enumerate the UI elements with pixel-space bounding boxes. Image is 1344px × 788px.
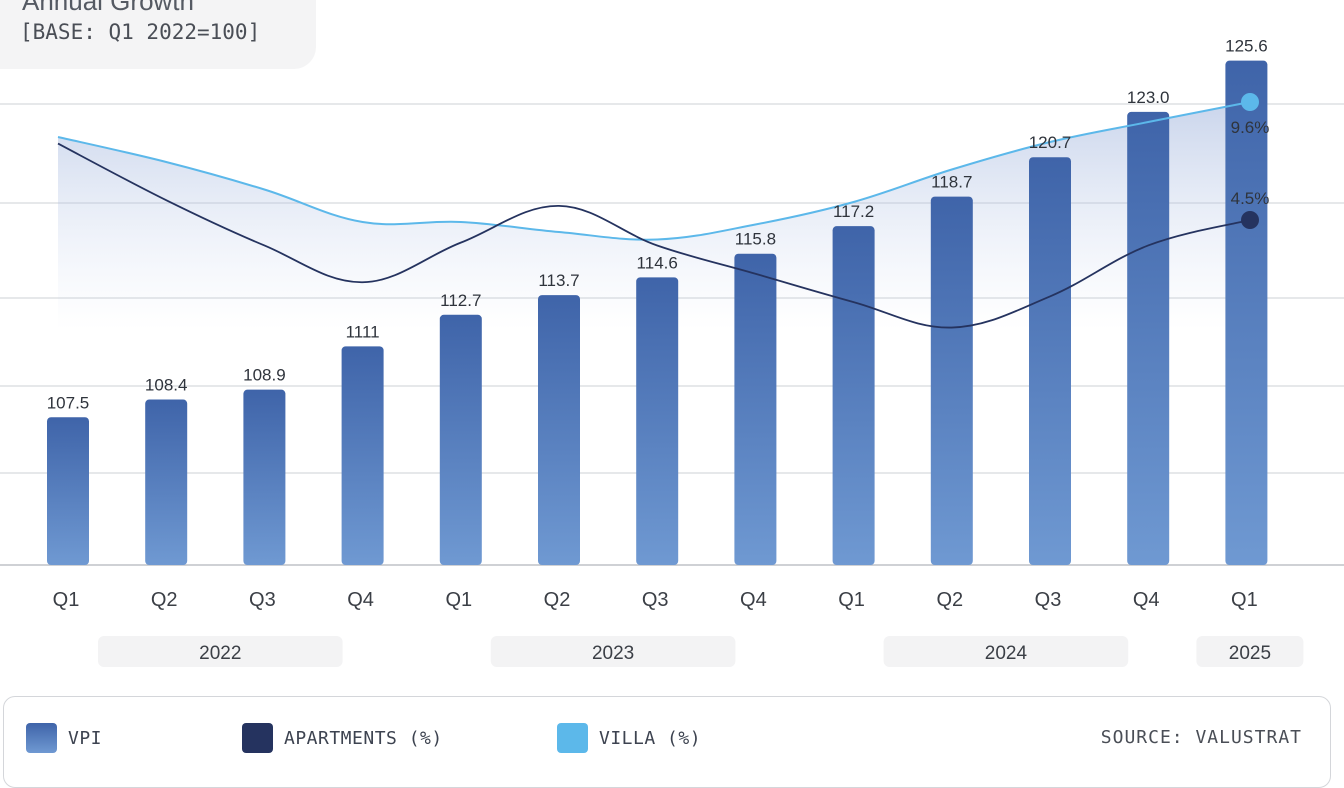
x-tick-label: Q2 — [936, 589, 963, 611]
legend-label-villa: VILLA (%) — [599, 727, 702, 749]
x-tick-label: Q1 — [1231, 589, 1258, 611]
vpi-bar — [243, 389, 286, 565]
legend-item-villa: VILLA (%) — [557, 723, 701, 753]
year-group-label: 2025 — [1229, 643, 1271, 664]
vpi-bar — [1127, 111, 1170, 566]
x-tick-label: Q2 — [544, 589, 571, 611]
vpi-bar — [1029, 157, 1071, 565]
x-tick-label: Q3 — [1035, 589, 1062, 611]
data-labels: 107.5 108.4 108.9 1111 112.7 113.7 114.6 115.8 1… — [47, 37, 1270, 413]
apartments-end-marker — [1241, 211, 1259, 229]
vpi-bar — [439, 314, 482, 565]
apartments-end-label: 4.5% — [1231, 189, 1270, 208]
villa-swatch — [557, 723, 588, 753]
vpi-bar-label: 108.4 — [145, 376, 188, 395]
x-axis: Q1 Q2 Q3 Q4 Q1 Q2 Q3 Q4 Q1 Q2 Q3 Q4 Q1 2022 2023 2024 20… — [53, 589, 1304, 667]
vpi-bar-label: 108.9 — [243, 366, 286, 385]
legend-label-vpi: VPI — [68, 727, 103, 749]
vpi-bars — [47, 60, 1268, 566]
vpi-bar-label: 117.2 — [833, 202, 874, 221]
year-group-pill — [98, 636, 343, 667]
vpi-bar-label: 118.7 — [931, 173, 972, 192]
x-tick-label: Q4 — [347, 589, 374, 611]
vpi-bar — [1225, 60, 1268, 566]
source-label: SOURCE: VALUSTRAT — [1100, 727, 1302, 748]
x-tick-label: Q4 — [740, 589, 767, 611]
year-group-label: 2024 — [985, 643, 1028, 664]
legend-label-apartments: APARTMENTS (%) — [284, 727, 443, 749]
x-tick-label: Q1 — [838, 589, 865, 611]
apartments-swatch — [242, 723, 273, 753]
year-group-pill — [490, 636, 736, 667]
vpi-bar-label: 113.7 — [538, 271, 579, 290]
year-group-label: 2023 — [592, 643, 634, 664]
apartments-line — [57, 142, 1251, 329]
vpi-bar-label: 120.7 — [1029, 133, 1072, 152]
vpi-bar — [47, 417, 89, 565]
legend: VPI APARTMENTS (%) VILLA (%) SOURCE: VAL… — [3, 696, 1331, 788]
vpi-bar — [538, 295, 580, 565]
chart-subtitle: [BASE: Q1 2022=100] — [20, 20, 261, 44]
x-tick-label: Q1 — [53, 589, 80, 611]
x-tick-label: Q4 — [1133, 589, 1160, 611]
villa-end-marker — [1241, 93, 1259, 111]
lines — [57, 93, 1259, 329]
vpi-bar — [734, 253, 777, 566]
vpi-bar-label: 107.5 — [47, 393, 90, 412]
vpi-bar — [636, 277, 679, 565]
vpi-bar — [930, 196, 973, 566]
x-tick-label: Q1 — [445, 589, 472, 611]
x-tick-label: Q3 — [642, 589, 669, 611]
legend-item-apartments: APARTMENTS (%) — [242, 723, 443, 753]
vpi-bar — [145, 399, 188, 565]
chart: 107.5 108.4 108.9 1111 112.7 113.7 114.6 115.8 1… — [0, 37, 1344, 667]
vpi-bar — [341, 346, 384, 565]
vpi-bar-label: 112.7 — [440, 291, 481, 310]
chart-title: Annual Growth — [22, 0, 194, 16]
x-tick-label: Q2 — [151, 589, 178, 611]
vpi-bar-label: 125.6 — [1225, 37, 1268, 56]
title-card — [0, 0, 316, 69]
vpi-bar-label: 123.0 — [1127, 88, 1170, 107]
vpi-swatch — [26, 723, 57, 753]
year-group-pill — [883, 636, 1129, 667]
year-group-label: 2022 — [199, 643, 241, 664]
vpi-bar — [832, 226, 875, 565]
vpi-bar-label: 114.6 — [637, 253, 678, 272]
villa-end-label: 9.6% — [1231, 118, 1270, 137]
year-group-pill — [1196, 636, 1304, 667]
villa-line — [57, 101, 1251, 241]
legend-item-vpi: VPI — [26, 723, 102, 753]
vpi-bar-label: 115.8 — [735, 230, 776, 249]
x-tick-label: Q3 — [249, 589, 276, 611]
vpi-bar-label: 1111 — [346, 322, 380, 341]
